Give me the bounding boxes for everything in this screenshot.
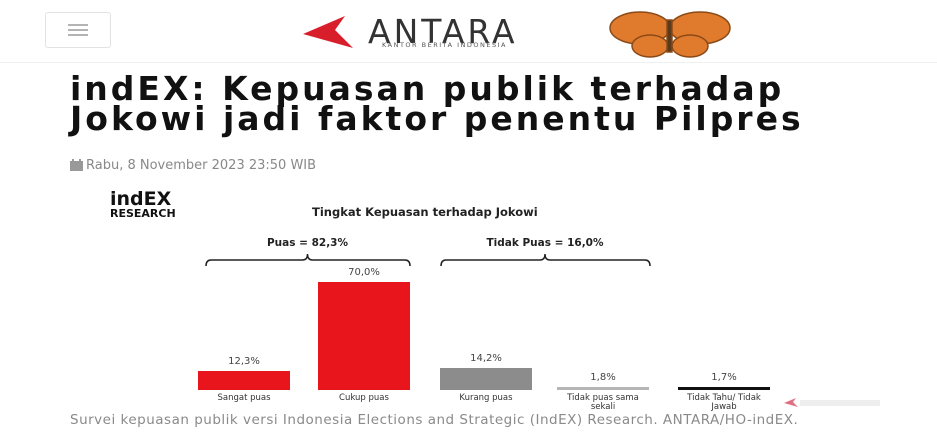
category-label: Kurang puas	[440, 394, 532, 403]
menu-button[interactable]	[45, 12, 111, 48]
value-label: 1,7%	[678, 372, 770, 383]
bar	[557, 387, 649, 390]
calendar-icon	[70, 159, 83, 171]
watermark	[780, 397, 890, 409]
chart-brand-sub: RESEARCH	[110, 207, 176, 220]
bar	[318, 282, 410, 390]
group-bracket	[440, 252, 652, 268]
value-label: 70,0%	[318, 267, 410, 278]
bar	[198, 371, 290, 390]
group-label: Tidak Puas = 16,0%	[440, 237, 650, 249]
bar	[678, 387, 770, 390]
page: ANTARA KANTOR BERITA INDONESIA indEX: Ke…	[0, 0, 937, 443]
bar	[440, 368, 532, 390]
category-label: Cukup puas	[318, 394, 410, 403]
article-date: Rabu, 8 November 2023 23:50 WIB	[86, 158, 316, 173]
image-caption: Survei kepuasan publik versi Indonesia E…	[70, 412, 910, 428]
value-label: 1,8%	[557, 372, 649, 383]
group-bracket	[205, 252, 412, 268]
chart-brand: indEX	[110, 190, 171, 208]
value-label: 12,3%	[198, 356, 290, 367]
divider	[0, 62, 937, 63]
antara-mark	[303, 16, 353, 48]
category-label: Tidak Tahu/ Tidak Jawab	[678, 394, 770, 412]
logo-tagline: KANTOR BERITA INDONESIA	[382, 41, 507, 49]
chart: indEX RESEARCH Tingkat Kepuasan terhadap…	[0, 185, 937, 410]
menu-icon	[46, 13, 110, 47]
value-label: 14,2%	[440, 353, 532, 364]
chart-title: Tingkat Kepuasan terhadap Jokowi	[312, 205, 538, 219]
category-label: Tidak puas sama sekali	[557, 394, 649, 412]
article-title: indEX: Kepuasan publik terhadap Jokowi j…	[70, 74, 850, 134]
category-label: Sangat puas	[198, 394, 290, 403]
butterfly	[610, 12, 730, 57]
group-label: Puas = 82,3%	[203, 237, 413, 249]
